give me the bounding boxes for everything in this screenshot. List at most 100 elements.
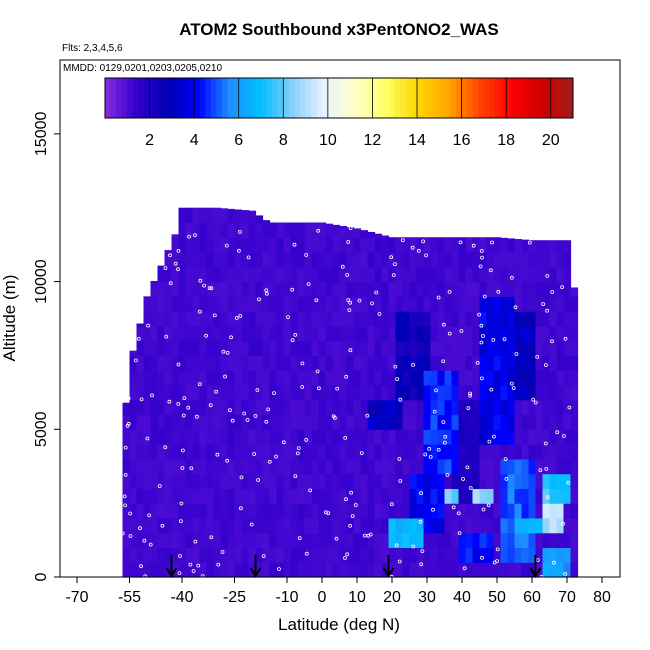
colorbar-segment <box>105 78 112 118</box>
heatmap-cell <box>486 399 495 416</box>
heatmap-cell <box>332 399 341 416</box>
sample-point <box>535 354 540 359</box>
heatmap-cell <box>556 458 565 475</box>
heatmap-cell <box>444 503 453 519</box>
heatmap-cell <box>479 237 488 253</box>
heatmap-cell <box>129 355 138 371</box>
sample-point <box>216 562 221 567</box>
heatmap-cell <box>395 399 404 416</box>
heatmap-cell <box>318 414 327 430</box>
heatmap-cell <box>255 547 264 563</box>
heatmap-cell <box>199 562 208 578</box>
heatmap-cell <box>416 296 425 312</box>
heatmap-cell <box>416 517 425 534</box>
heatmap-cell <box>234 562 243 578</box>
heatmap-cell <box>150 384 159 401</box>
heatmap-cell <box>234 222 243 238</box>
heatmap-cell <box>164 458 173 475</box>
colorbar-segment <box>378 78 385 118</box>
heatmap-cell <box>556 384 565 401</box>
sample-point <box>316 386 321 391</box>
heatmap-cell <box>493 325 502 342</box>
heatmap-cell <box>402 340 411 357</box>
sample-point <box>323 510 328 515</box>
heatmap-cell <box>430 237 439 253</box>
heatmap-cell <box>199 281 208 297</box>
colorbar-segment <box>199 78 206 118</box>
heatmap-cell <box>241 473 250 489</box>
heatmap-cell <box>535 311 544 327</box>
heatmap-cell <box>493 384 502 401</box>
heatmap-cell <box>423 370 432 386</box>
heatmap-cell <box>297 473 306 489</box>
heatmap-cell <box>199 252 208 268</box>
heatmap-cell <box>388 414 397 430</box>
heatmap-cell <box>297 281 306 297</box>
sample-point <box>182 396 187 401</box>
heatmap-cell <box>332 517 341 534</box>
heatmap-cell <box>472 458 481 475</box>
sample-point <box>533 400 538 405</box>
heatmap-cell <box>241 399 250 416</box>
heatmap-cell <box>388 384 397 401</box>
heatmap-cell <box>444 517 453 534</box>
heatmap-cell <box>563 458 572 475</box>
heatmap-cell <box>514 355 523 371</box>
heatmap-cell <box>199 399 208 416</box>
sample-point <box>194 414 199 419</box>
heatmap-cell <box>437 444 446 460</box>
heatmap-cell <box>465 532 474 549</box>
heatmap-cell <box>465 458 474 475</box>
heatmap-cell <box>269 473 278 489</box>
heatmap-cell <box>122 414 131 430</box>
heatmap-cell <box>192 562 201 578</box>
heatmap-cell <box>402 429 411 445</box>
heatmap-cell <box>388 311 397 327</box>
heatmap-cell <box>178 252 187 268</box>
heatmap-cell <box>136 488 145 504</box>
heatmap-cell <box>248 399 257 416</box>
sample-point <box>461 477 466 481</box>
heatmap-cell <box>129 473 138 489</box>
heatmap-cell <box>360 488 369 504</box>
sample-points <box>120 226 572 579</box>
heatmap-cell <box>220 473 229 489</box>
sample-point <box>495 559 499 563</box>
heatmap-cell <box>178 296 187 312</box>
heatmap-cell <box>241 384 250 401</box>
heatmap-cell <box>458 488 467 504</box>
heatmap-cell <box>367 503 376 519</box>
heatmap-cell <box>255 215 264 224</box>
heatmap-cell <box>192 207 201 224</box>
heatmap-cell <box>304 444 313 460</box>
heatmap-cell <box>353 355 362 371</box>
heatmap-cell <box>325 488 334 504</box>
heatmap-cell <box>157 562 166 578</box>
heatmap-cell <box>353 252 362 268</box>
heatmap-cell <box>241 222 250 238</box>
heatmap-cell <box>325 237 334 253</box>
heatmap-cell <box>549 473 558 489</box>
heatmap-cell <box>542 429 551 445</box>
heatmap-cell <box>318 281 327 297</box>
heatmap-cell <box>129 488 138 504</box>
heatmap-cell <box>416 399 425 416</box>
colorbar-segment <box>183 78 190 118</box>
heatmap-cell <box>199 517 208 534</box>
heatmap-cell <box>150 399 159 416</box>
colorbar-segment <box>322 78 329 118</box>
heatmap-cell <box>360 384 369 401</box>
heatmap-cell <box>423 414 432 430</box>
heatmap-cell <box>339 517 348 534</box>
heatmap-cell <box>528 488 537 504</box>
colorbar-segment <box>417 78 424 118</box>
heatmap-cell <box>276 370 285 386</box>
heatmap-cell <box>304 296 313 312</box>
sample-point <box>552 560 556 565</box>
heatmap-cell <box>206 311 215 327</box>
heatmap-cell <box>339 547 348 563</box>
heatmap-cell <box>416 503 425 519</box>
sample-point <box>567 405 572 410</box>
heatmap-cell <box>465 384 474 401</box>
sample-point <box>419 491 423 496</box>
